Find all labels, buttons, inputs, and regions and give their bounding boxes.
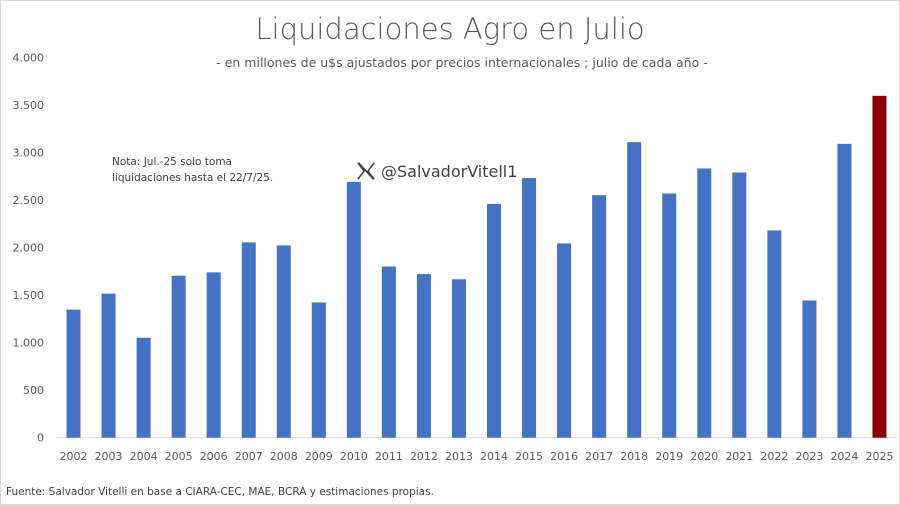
bar-2011 bbox=[381, 266, 396, 438]
bar-2012 bbox=[416, 274, 431, 438]
bar-2013 bbox=[451, 279, 466, 438]
note-line-2: liquidaciones hasta el 22/7/25. bbox=[112, 172, 274, 184]
x-tick-label: 2021 bbox=[725, 450, 753, 463]
bar-2022 bbox=[767, 230, 782, 438]
x-tick-label: 2017 bbox=[585, 450, 613, 463]
bar-2008 bbox=[276, 245, 291, 438]
bar-2021 bbox=[732, 172, 747, 438]
y-tick-label: 3.500 bbox=[13, 99, 45, 112]
x-tick-label: 2006 bbox=[200, 450, 228, 463]
bar-2019 bbox=[662, 193, 677, 438]
x-logo-icon bbox=[357, 162, 375, 180]
bar-2004 bbox=[136, 337, 151, 438]
x-tick-label: 2016 bbox=[550, 450, 578, 463]
bar-2016 bbox=[557, 243, 572, 438]
bar-2014 bbox=[487, 203, 502, 438]
x-tick-label: 2008 bbox=[270, 450, 298, 463]
x-tick-label: 2007 bbox=[235, 450, 263, 463]
bar-2009 bbox=[311, 302, 326, 438]
y-tick-label: 500 bbox=[23, 384, 44, 397]
x-tick-label: 2011 bbox=[375, 450, 403, 463]
bar-2002 bbox=[66, 309, 81, 438]
bar-2006 bbox=[206, 272, 221, 438]
y-tick-label: 3.000 bbox=[13, 146, 45, 159]
watermark-handle: @SalvadorVitell1 bbox=[381, 161, 518, 181]
x-tick-label: 2009 bbox=[305, 450, 333, 463]
bar-2024 bbox=[837, 143, 852, 438]
x-tick-label: 2004 bbox=[130, 450, 158, 463]
x-tick-label: 2019 bbox=[655, 450, 683, 463]
x-tick-label: 2005 bbox=[165, 450, 193, 463]
bar-2025 bbox=[872, 95, 887, 438]
y-tick-label: 1.000 bbox=[13, 337, 45, 350]
source-note: Fuente: Salvador Vitelli en base a CIARA… bbox=[6, 486, 434, 498]
watermark: @SalvadorVitell1 bbox=[355, 160, 517, 182]
bar-2018 bbox=[627, 142, 642, 438]
y-tick-label: 0 bbox=[37, 432, 44, 445]
y-tick-label: 1.500 bbox=[13, 289, 45, 302]
x-tick-label: 2020 bbox=[690, 450, 718, 463]
bar-2003 bbox=[101, 293, 116, 438]
x-tick-label: 2015 bbox=[515, 450, 543, 463]
x-tick-label: 2025 bbox=[865, 450, 893, 463]
x-tick-label: 2003 bbox=[95, 450, 123, 463]
bar-2020 bbox=[697, 168, 712, 438]
y-tick-label: 4.000 bbox=[13, 51, 45, 64]
y-tick-label: 2.500 bbox=[13, 194, 45, 207]
annotation-note: Nota: Jul.-25 solo toma liquidaciones ha… bbox=[112, 154, 273, 186]
bar-2015 bbox=[522, 178, 537, 438]
bar-2007 bbox=[241, 242, 256, 438]
x-tick-label: 2012 bbox=[410, 450, 438, 463]
bar-2023 bbox=[802, 300, 817, 438]
x-tick-label: 2023 bbox=[795, 450, 823, 463]
bar-2005 bbox=[171, 275, 186, 438]
x-tick-label: 2024 bbox=[830, 450, 858, 463]
bar-2017 bbox=[592, 195, 607, 438]
x-tick-label: 2013 bbox=[445, 450, 473, 463]
bar-2010 bbox=[346, 181, 361, 438]
x-tick-label: 2014 bbox=[480, 450, 508, 463]
chart-subtitle: - en millones de u$s ajustados por preci… bbox=[216, 55, 708, 70]
x-tick-label: 2002 bbox=[60, 450, 88, 463]
y-tick-label: 2.000 bbox=[13, 242, 45, 255]
note-line-1: Nota: Jul.-25 solo toma bbox=[112, 156, 232, 168]
chart-title: Liquidaciones Agro en Julio bbox=[255, 12, 645, 46]
x-tick-label: 2018 bbox=[620, 450, 648, 463]
x-tick-label: 2010 bbox=[340, 450, 368, 463]
x-tick-label: 2022 bbox=[760, 450, 788, 463]
